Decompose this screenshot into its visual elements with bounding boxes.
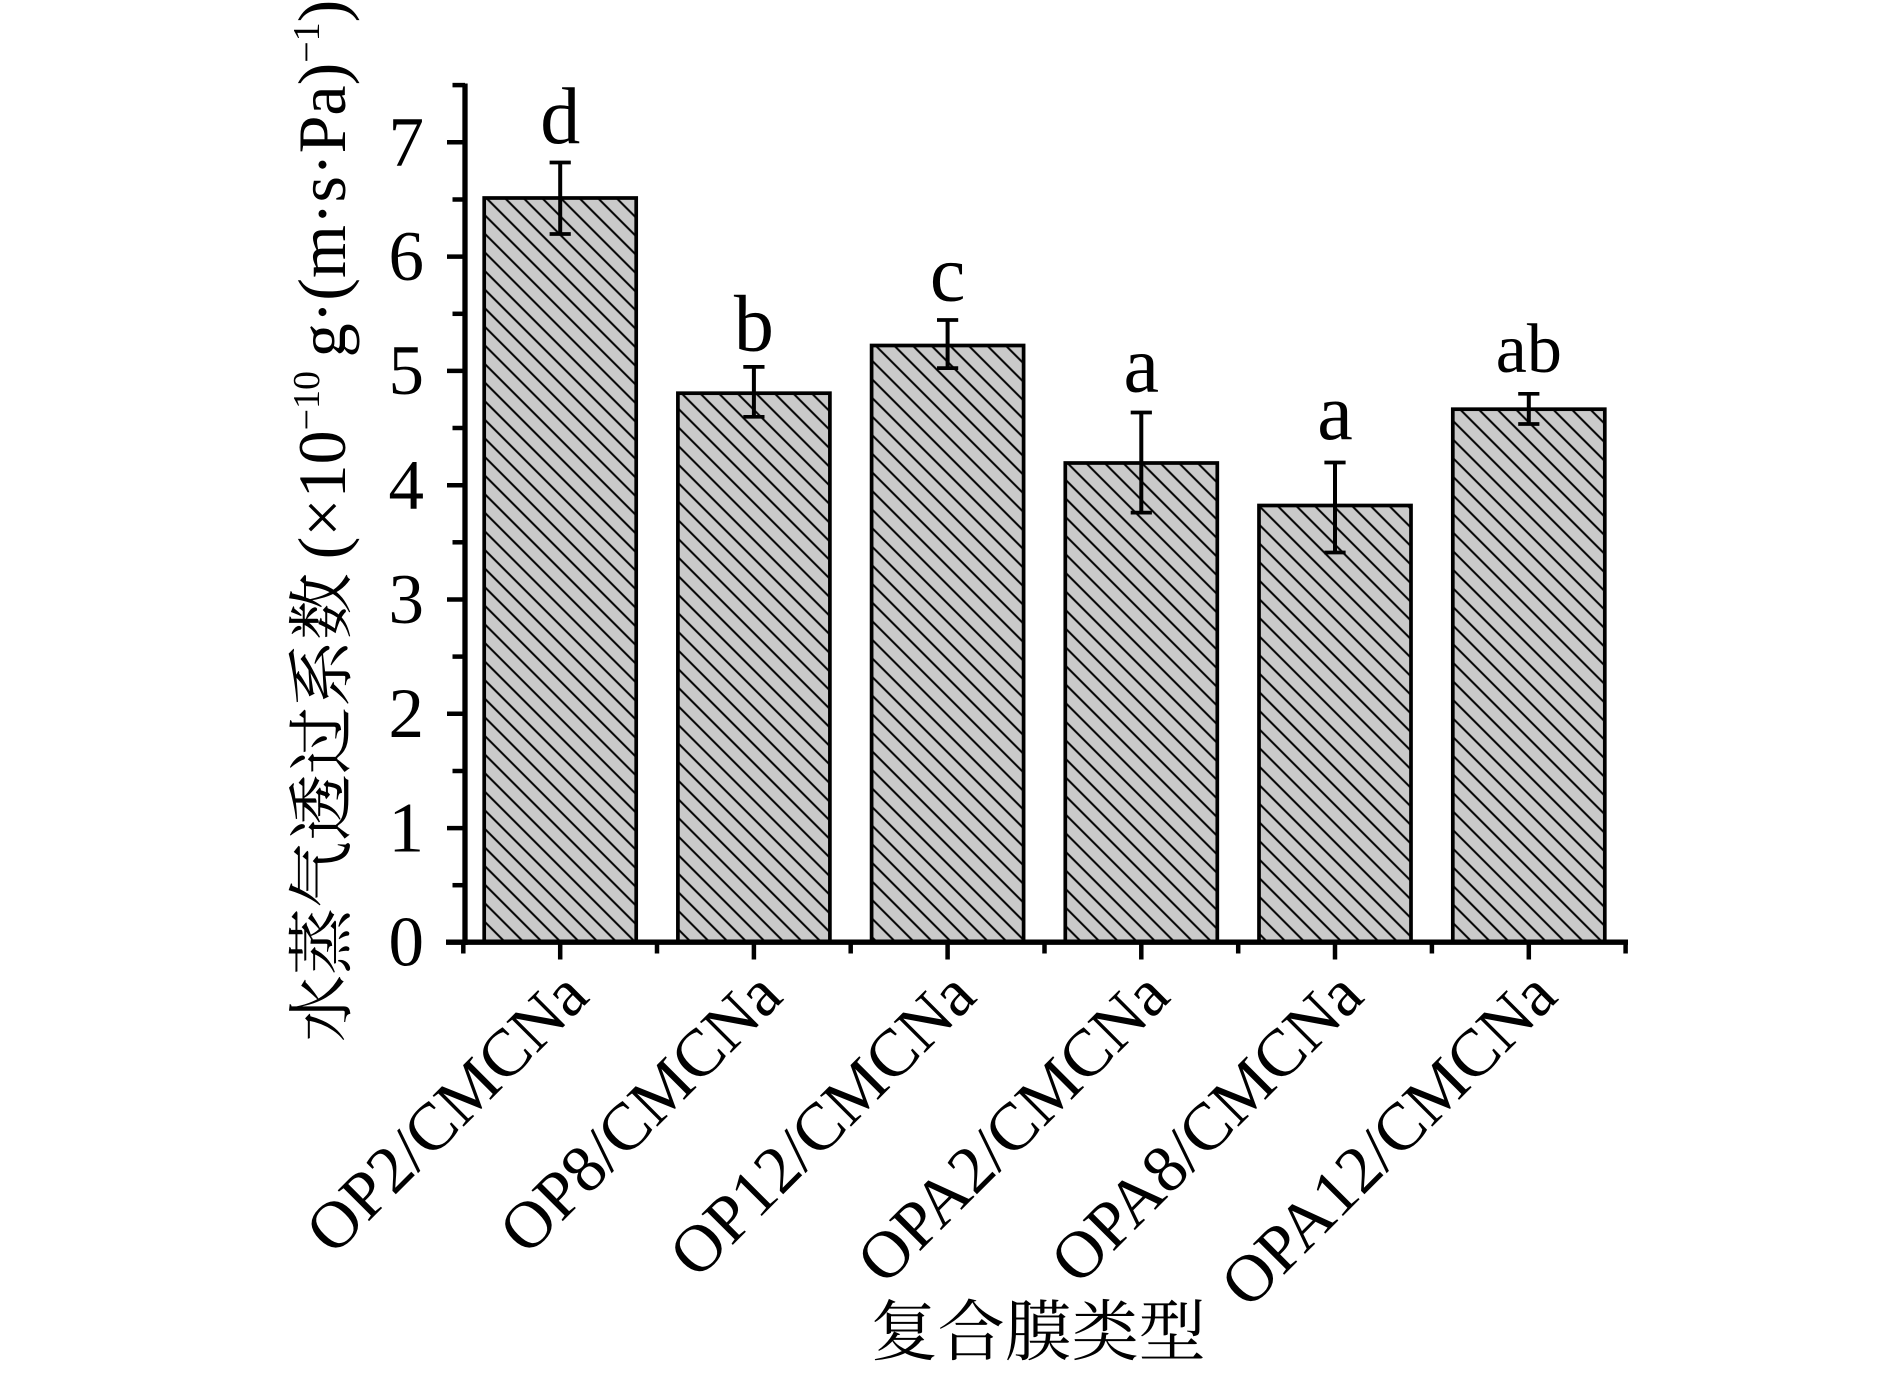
svg-text:c: c — [930, 231, 966, 319]
svg-text:5: 5 — [389, 332, 425, 410]
svg-text:1: 1 — [389, 789, 425, 867]
svg-text:3: 3 — [389, 561, 425, 639]
svg-text:(×10−10 g·(m·s·Pa)−1): (×10−10 g·(m·s·Pa)−1) — [284, 0, 360, 573]
svg-text:a: a — [1317, 369, 1353, 457]
svg-text:7: 7 — [389, 104, 425, 182]
svg-text:2: 2 — [389, 675, 425, 753]
svg-text:a: a — [1124, 322, 1160, 410]
svg-text:4: 4 — [389, 447, 425, 525]
svg-text:0: 0 — [389, 904, 425, 982]
svg-text:b: b — [734, 281, 774, 369]
svg-text:d: d — [540, 73, 580, 161]
svg-text:ab: ab — [1496, 311, 1562, 388]
svg-text:6: 6 — [389, 218, 425, 296]
